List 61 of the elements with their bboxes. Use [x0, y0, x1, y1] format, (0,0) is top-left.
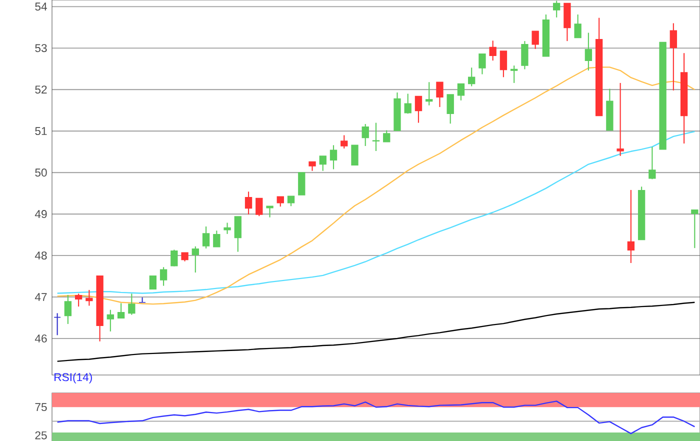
candlestick — [383, 130, 390, 142]
candlestick — [319, 155, 326, 172]
candlestick — [372, 122, 380, 152]
candlestick — [256, 198, 263, 217]
candlestick — [404, 93, 412, 114]
candlestick — [128, 293, 136, 316]
candlestick — [584, 32, 592, 72]
y-tick-label: 49 — [34, 210, 47, 218]
candlestick — [627, 189, 635, 264]
y-tick-label: 52 — [35, 86, 47, 94]
candlestick — [362, 123, 369, 147]
candlestick — [224, 222, 231, 234]
candlestick — [244, 191, 252, 215]
candlestick — [478, 53, 486, 75]
candlestick — [106, 309, 114, 332]
y-tick-label: 47 — [34, 293, 47, 301]
candlestick — [117, 302, 125, 319]
candlestick — [670, 22, 678, 91]
candlestick — [234, 216, 242, 252]
candlestick — [330, 144, 338, 170]
candlestick — [648, 146, 656, 180]
candlestick — [149, 275, 157, 290]
candlestick — [54, 312, 61, 336]
candlestick — [446, 94, 454, 124]
y-tick-label: 75 — [35, 403, 47, 412]
candlestick — [489, 40, 496, 62]
candlestick — [276, 196, 284, 208]
candlestick — [414, 96, 422, 124]
candlestick — [426, 82, 433, 106]
candlestick — [574, 14, 582, 38]
candlestick — [552, 0, 560, 18]
candlestick — [457, 83, 465, 101]
candlestick — [202, 226, 210, 250]
candlestick — [616, 82, 624, 156]
candlestick — [691, 209, 698, 249]
candlestick — [510, 65, 518, 84]
candlestick — [86, 289, 93, 306]
y-tick-label: 48 — [34, 252, 47, 260]
candlestick — [532, 30, 539, 50]
candlestick — [64, 294, 72, 324]
candlestick — [74, 293, 82, 308]
y-tick-label: 46 — [34, 334, 47, 342]
y-tick-label: 53 — [35, 44, 47, 52]
chart-title: RSI(14) — [54, 372, 92, 384]
candlestick — [213, 230, 220, 248]
candlestick — [298, 172, 306, 196]
y-tick-label: 25 — [35, 431, 47, 440]
candlestick — [192, 246, 199, 274]
candlestick — [468, 67, 476, 87]
candlestick — [308, 161, 316, 172]
candlestick — [287, 196, 295, 207]
candlestick — [340, 134, 348, 150]
candlestick — [436, 82, 444, 108]
candlestick — [160, 266, 168, 286]
candlestick — [170, 249, 178, 267]
y-tick-label: 50 — [35, 168, 47, 177]
y-tick-label: 51 — [35, 127, 47, 136]
candlestick — [521, 40, 528, 70]
candlestick — [351, 144, 358, 166]
candlestick — [500, 50, 508, 78]
y-tick-label: 54 — [35, 2, 47, 11]
